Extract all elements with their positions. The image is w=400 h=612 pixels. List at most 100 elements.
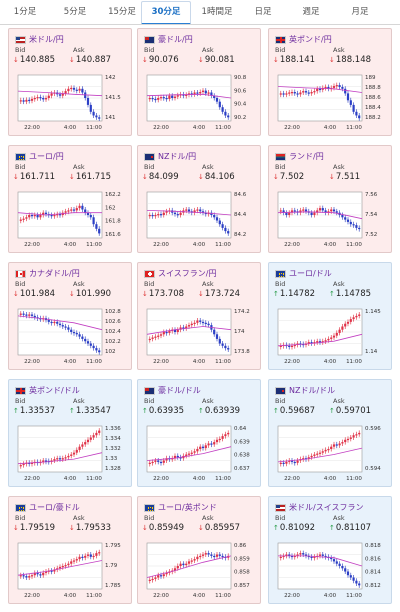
arrow-down-icon: ↓ — [198, 290, 204, 298]
pair-name[interactable]: NZドル/円 — [158, 152, 197, 161]
pair-name[interactable]: 英ポンド/円 — [289, 35, 332, 44]
mini-chart[interactable]: 1.336 1.334 1.332 1.33 1.328 22:00 4:00 11:00 — [14, 420, 128, 485]
y-tick-label: 141.5 — [105, 95, 121, 101]
tab-6[interactable]: 週足 — [302, 7, 320, 17]
tab-5[interactable]: 日足 — [254, 7, 272, 17]
arrow-down-icon: ↓ — [329, 173, 335, 181]
pair-name[interactable]: ランド/円 — [289, 152, 324, 161]
mini-chart[interactable]: 1.795 1.79 1.785 22:00 4:00 11:00 — [14, 537, 128, 602]
ask-label: Ask — [73, 46, 85, 54]
x-tick-label: 4:00 — [64, 359, 77, 365]
mini-chart[interactable]: 90.8 90.6 90.4 90.2 22:00 4:00 11:00 — [143, 69, 257, 134]
bid-value: 101.984 — [19, 289, 56, 299]
rate-card[interactable]: ユーロ/英ポンド Bid Ask ↓0.85949 ↓0.85957 0.86 0.859 0… — [137, 496, 261, 604]
mini-chart[interactable]: 174.2 174 173.8 22:00 4:00 11:00 — [143, 303, 257, 368]
candle — [290, 92, 294, 94]
arrow-down-icon: ↓ — [13, 56, 19, 64]
rate-card[interactable]: 豪ドル/円 Bid Ask ↓90.076 ↓90.081 90.8 90.6 90.4 90.… — [137, 28, 261, 136]
pair-name[interactable]: 米ドル/スイスフラン — [289, 503, 364, 512]
candle — [332, 335, 336, 338]
mini-chart[interactable]: 0.86 0.859 0.858 0.857 22:00 4:00 11:00 — [143, 537, 257, 602]
ask-price: ↓188.148 — [329, 55, 371, 65]
candle — [310, 455, 313, 458]
moving-average-line — [277, 333, 363, 347]
pair-name[interactable]: カナダドル/円 — [29, 269, 80, 278]
candle — [213, 215, 216, 218]
rate-card[interactable]: ユーロ/豪ドル Bid Ask ↓1.79519 ↓1.79533 1.795 1.79 1.… — [8, 496, 132, 604]
rate-card[interactable]: 米ドル/円 Bid Ask ↓140.885 ↓140.887 142 141.5 141 22… — [8, 28, 132, 136]
x-tick-label: 11:00 — [346, 593, 362, 599]
candle — [95, 348, 98, 351]
y-tick-label: 174.2 — [234, 309, 250, 315]
pair-name[interactable]: 豪ドル/円 — [158, 35, 193, 44]
candle — [352, 104, 355, 112]
pair-name[interactable]: ユーロ/ドル — [289, 269, 332, 278]
pair-name[interactable]: 豪ドル/ドル — [158, 386, 201, 395]
mini-chart[interactable]: 0.818 0.816 0.814 0.812 22:00 4:00 11:00 — [274, 537, 388, 602]
y-tick-label: 1.79 — [105, 563, 118, 569]
mini-chart[interactable]: 142 141.5 141 22:00 4:00 11:00 — [14, 69, 128, 134]
candle — [346, 93, 350, 101]
pair-name[interactable]: ユーロ/英ポンド — [158, 503, 217, 512]
pair-name[interactable]: NZドル/ドル — [289, 386, 336, 395]
bid-label: Bid — [15, 46, 26, 54]
candle — [159, 97, 163, 99]
tab-1[interactable]: 5分足 — [63, 7, 87, 17]
candle — [341, 215, 344, 218]
candle — [173, 212, 177, 215]
candle — [199, 209, 202, 212]
pair-name[interactable]: 英ポンド/ドル — [29, 386, 80, 395]
rate-card[interactable]: スイスフラン/円 Bid Ask ↓173.708 ↓173.724 174.2 174 17… — [137, 262, 261, 370]
rate-card[interactable]: ランド/円 Bid Ask ↓7.502 ↓7.511 7.56 7.54 7.52 22:00… — [268, 145, 392, 253]
tab-2[interactable]: 15分足 — [108, 7, 136, 17]
tab-4[interactable]: 1時間足 — [201, 7, 233, 17]
tab-0[interactable]: 1分足 — [13, 7, 37, 17]
y-tick-label: 174 — [234, 329, 245, 335]
pair-name[interactable]: スイスフラン/円 — [158, 269, 217, 278]
ask-value: 0.81107 — [335, 523, 372, 533]
rate-card[interactable]: 豪ドル/ドル Bid Ask ↑0.63935 ↑0.63939 0.64 0.639 0.6… — [137, 379, 261, 487]
tab-3[interactable]: 30分足 — [141, 1, 191, 25]
mini-chart[interactable]: 189 188.8 188.6 188.4 188.2 22:00 4:00 11:00 — [274, 69, 388, 134]
pair-name[interactable]: 米ドル/円 — [29, 35, 64, 44]
candle — [64, 326, 67, 328]
rate-card[interactable]: NZドル/円 Bid Ask ↓84.099 ↓84.106 84.6 84.4 84.2 22… — [137, 145, 261, 253]
mini-chart[interactable]: 7.56 7.54 7.52 22:00 4:00 11:00 — [274, 186, 388, 251]
candle — [53, 321, 56, 324]
rate-card[interactable]: 英ポンド/ドル Bid Ask ↑1.33537 ↑1.33547 1.336 1.334 1… — [8, 379, 132, 487]
candle — [22, 575, 25, 577]
rate-card[interactable]: カナダドル/円 Bid Ask ↓101.984 ↓101.990 102.8 102.6 1… — [8, 262, 132, 370]
mini-chart[interactable]: 0.64 0.639 0.638 0.637 22:00 4:00 11:00 — [143, 420, 257, 485]
pair-name[interactable]: ユーロ/円 — [29, 152, 64, 161]
bid-label: Bid — [144, 397, 155, 405]
candle — [224, 434, 227, 437]
mini-chart[interactable]: 1.145 1.14 22:00 4:00 11:00 — [274, 303, 388, 368]
candle — [279, 93, 282, 95]
tab-7[interactable]: 月足 — [351, 7, 369, 17]
candle — [218, 220, 221, 225]
bid-price: ↑0.59687 — [273, 406, 315, 416]
candle — [288, 212, 291, 215]
rate-card[interactable]: ユーロ/円 Bid Ask ↓161.711 ↓161.715 162.2 162 161.8… — [8, 145, 132, 253]
rate-card[interactable]: 米ドル/スイスフラン Bid Ask ↑0.81092 ↑0.81107 0.818 0.8… — [268, 496, 392, 604]
candle — [282, 555, 285, 558]
candle — [86, 554, 90, 556]
candle — [70, 87, 73, 90]
mini-chart[interactable]: 162.2 162 161.8 161.6 22:00 4:00 11:00 — [14, 186, 128, 251]
ask-price: ↑1.33547 — [69, 406, 111, 416]
candle — [98, 228, 101, 234]
mini-chart[interactable]: 84.6 84.4 84.2 22:00 4:00 11:00 — [143, 186, 257, 251]
y-tick-label: 0.814 — [365, 570, 381, 576]
rate-card[interactable]: NZドル/ドル Bid Ask ↑0.59687 ↑0.59701 0.596 0.594 2… — [268, 379, 392, 487]
candle — [75, 332, 78, 335]
pair-name[interactable]: ユーロ/豪ドル — [29, 503, 80, 512]
candle — [168, 331, 171, 333]
rate-card[interactable]: ユーロ/ドル Bid Ask ↑1.14782 ↑1.14785 1.145 1.14 22:… — [268, 262, 392, 370]
candle — [213, 555, 216, 558]
mini-chart[interactable]: 0.596 0.594 22:00 4:00 11:00 — [274, 420, 388, 485]
candle — [330, 337, 333, 339]
bid-value: 1.14782 — [279, 289, 316, 299]
bid-label: Bid — [15, 280, 26, 288]
mini-chart[interactable]: 102.8 102.6 102.4 102.2 102 22:00 4:00 11:00 — [14, 303, 128, 368]
rate-card[interactable]: 英ポンド/円 Bid Ask ↓188.141 ↓188.148 189 188.8 188.… — [268, 28, 392, 136]
